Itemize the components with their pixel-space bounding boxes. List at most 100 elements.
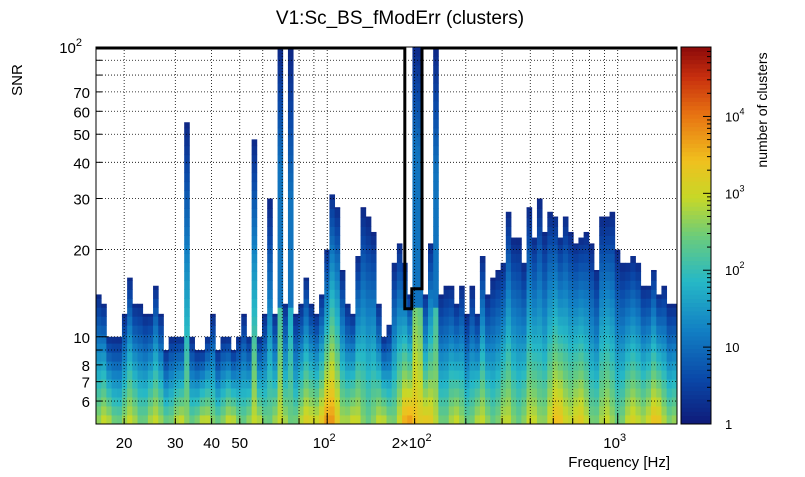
heatmap-cell bbox=[225, 343, 232, 353]
heatmap-cell bbox=[147, 316, 154, 326]
heatmap-cell bbox=[277, 172, 284, 183]
heatmap-cell bbox=[459, 352, 465, 362]
heatmap-cell bbox=[516, 280, 522, 290]
heatmap-cell bbox=[433, 127, 439, 138]
heatmap-cell bbox=[557, 237, 564, 245]
heatmap-cell bbox=[386, 379, 393, 389]
heatmap-cell bbox=[127, 379, 133, 389]
heatmap-cell bbox=[412, 388, 419, 398]
heatmap-cell bbox=[526, 397, 533, 407]
heatmap-cell bbox=[469, 388, 476, 398]
colorbar-segment bbox=[681, 105, 711, 111]
heatmap-cell bbox=[635, 370, 642, 380]
heatmap-cell bbox=[599, 379, 605, 389]
heatmap-cell bbox=[230, 352, 237, 362]
heatmap-cell bbox=[303, 361, 310, 371]
heatmap-cell bbox=[282, 316, 289, 326]
heatmap-cell bbox=[428, 352, 434, 362]
colorbar-segment bbox=[681, 348, 711, 354]
heatmap-cell bbox=[370, 406, 377, 416]
heatmap-cell bbox=[345, 370, 351, 380]
heatmap-cell bbox=[267, 352, 273, 362]
heatmap-cell bbox=[412, 91, 419, 102]
heatmap-cell bbox=[147, 361, 154, 371]
heatmap-cell bbox=[303, 370, 310, 380]
heatmap-cell bbox=[137, 406, 144, 416]
heatmap-cell bbox=[557, 262, 564, 272]
heatmap-cell bbox=[594, 325, 600, 335]
heatmap-cell bbox=[459, 415, 465, 425]
heatmap-cell bbox=[604, 316, 610, 326]
heatmap-cell bbox=[422, 361, 429, 371]
heatmap-cell bbox=[303, 334, 310, 344]
heatmap-cell bbox=[106, 343, 112, 353]
heatmap-cell bbox=[210, 361, 216, 371]
colorbar-segment bbox=[681, 252, 711, 257]
heatmap-cell bbox=[127, 352, 133, 362]
heatmap-cell bbox=[303, 289, 310, 299]
heatmap-cell bbox=[272, 361, 278, 371]
heatmap-cell bbox=[412, 415, 419, 425]
heatmap-cell bbox=[173, 370, 180, 380]
heatmap-cell bbox=[370, 316, 377, 326]
heatmap-cell bbox=[184, 127, 190, 138]
heatmap-cell bbox=[625, 280, 631, 290]
heatmap-cell bbox=[267, 235, 273, 245]
heatmap-cell bbox=[308, 388, 315, 398]
heatmap-cell bbox=[459, 343, 465, 353]
heatmap-cell bbox=[153, 361, 159, 371]
heatmap-cell bbox=[536, 235, 543, 245]
heatmap-cell bbox=[588, 307, 595, 317]
heatmap-cell bbox=[189, 388, 195, 398]
heatmap-cell bbox=[225, 397, 232, 407]
heatmap-cell bbox=[236, 336, 242, 344]
heatmap-cell bbox=[199, 350, 206, 353]
heatmap-cell bbox=[588, 370, 595, 380]
heatmap-cell bbox=[376, 379, 382, 389]
heatmap-cell bbox=[526, 208, 533, 218]
heatmap-cell bbox=[246, 379, 253, 389]
heatmap-cell bbox=[298, 325, 304, 335]
heatmap-cell bbox=[376, 352, 382, 362]
heatmap-cell bbox=[370, 298, 377, 308]
heatmap-cell bbox=[334, 370, 341, 380]
heatmap-cell bbox=[267, 271, 273, 281]
heatmap-cell bbox=[594, 415, 600, 425]
heatmap-cell bbox=[614, 271, 621, 281]
heatmap-cell bbox=[521, 397, 527, 407]
heatmap-cell bbox=[111, 388, 118, 398]
heatmap-cell bbox=[635, 289, 642, 299]
heatmap-cell bbox=[479, 262, 486, 272]
heatmap-cell bbox=[583, 271, 590, 281]
heatmap-cell bbox=[324, 262, 330, 272]
heatmap-cell bbox=[635, 379, 642, 389]
heatmap-cell bbox=[293, 406, 299, 416]
heatmap-cell bbox=[121, 313, 128, 317]
heatmap-cell bbox=[547, 280, 553, 290]
heatmap-cell bbox=[412, 280, 419, 290]
colorbar-segment bbox=[681, 260, 711, 266]
heatmap-cell bbox=[184, 379, 190, 389]
heatmap-cell bbox=[599, 307, 605, 317]
heatmap-cell bbox=[277, 361, 284, 371]
heatmap-cell bbox=[583, 253, 590, 263]
heatmap-cell bbox=[262, 325, 268, 335]
heatmap-cell bbox=[163, 350, 170, 353]
heatmap-cell bbox=[106, 370, 112, 380]
heatmap-cell bbox=[251, 316, 258, 326]
heatmap-cell bbox=[433, 64, 439, 75]
heatmap-cell bbox=[127, 361, 133, 371]
heatmap-cell bbox=[256, 370, 263, 380]
heatmap-cell bbox=[132, 316, 138, 326]
colorbar-label: number of clusters bbox=[754, 52, 770, 167]
heatmap-cell bbox=[464, 406, 470, 416]
heatmap-cell bbox=[671, 316, 678, 326]
heatmap-cell bbox=[334, 207, 341, 209]
heatmap-cell bbox=[407, 406, 413, 416]
heatmap-cell bbox=[666, 316, 673, 326]
heatmap-cell bbox=[370, 253, 377, 263]
heatmap-cell bbox=[365, 226, 372, 236]
colorbar-segment bbox=[681, 315, 711, 320]
heatmap-cell bbox=[443, 325, 450, 335]
